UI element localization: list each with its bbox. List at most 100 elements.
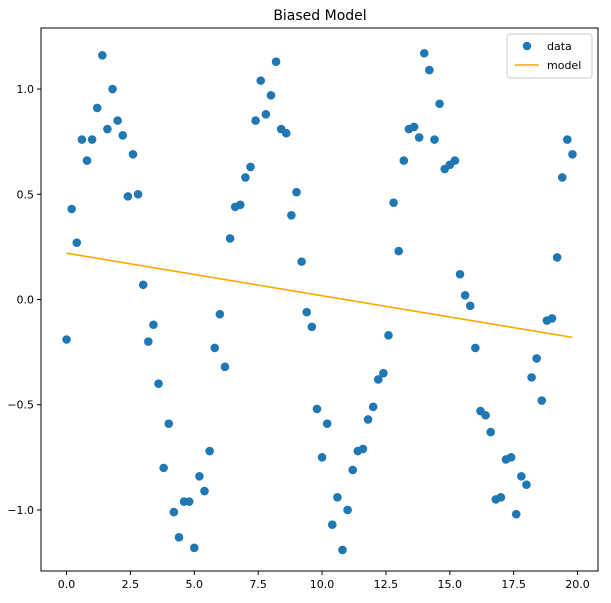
data-point-24 (184, 497, 194, 506)
legend-data-label: data (547, 40, 572, 53)
data-point-69 (414, 133, 424, 142)
data-point-17 (149, 320, 158, 330)
data-point-56 (348, 465, 358, 475)
plot-area: 0.0 2.5 5.0 7.5 10.0 12.5 15.0 17.5 20.0 1.0 0.5 0.… (7, 27, 599, 591)
x-tick-label-3: 7.5 (249, 578, 267, 591)
data-point-27 (200, 486, 209, 496)
data-point-15 (138, 280, 148, 290)
data-point-63 (384, 330, 393, 340)
data-point-96 (552, 253, 562, 262)
data-point-10 (113, 116, 122, 125)
data-point-22 (174, 533, 184, 542)
data-point-41 (271, 57, 281, 66)
data-point-87 (506, 453, 516, 462)
data-point-90 (522, 480, 531, 490)
y-tick-label-3: −0.5 (7, 399, 34, 412)
data-point-13 (128, 149, 138, 159)
data-point-68 (409, 122, 419, 132)
data-point-91 (527, 373, 536, 382)
legend-model-label: model (547, 59, 581, 72)
data-point-35 (241, 173, 250, 182)
data-point-49 (312, 404, 322, 414)
data-point-88 (511, 509, 521, 519)
data-point-60 (368, 402, 378, 412)
plot-frame (40, 27, 599, 572)
x-tick-label-8: 20.0 (565, 578, 590, 591)
data-point-16 (144, 337, 153, 346)
data-point-18 (154, 379, 163, 388)
data-point-25 (190, 543, 199, 553)
data-point-4 (82, 156, 92, 165)
data-point-34 (235, 200, 245, 210)
data-point-36 (246, 162, 255, 172)
data-point-29 (210, 343, 220, 353)
data-point-54 (338, 545, 347, 555)
y-tick-label-4: −1.0 (7, 504, 34, 517)
data-point-48 (307, 322, 317, 332)
data-point-6 (92, 103, 102, 113)
data-point-28 (205, 446, 214, 456)
data-point-77 (455, 269, 465, 279)
data-point-12 (123, 192, 133, 201)
data-point-85 (496, 493, 506, 502)
data-point-31 (220, 362, 230, 372)
x-tick-label-6: 15.0 (438, 578, 463, 591)
data-point-20 (164, 419, 174, 428)
x-tick-label-4: 10.0 (310, 578, 335, 591)
data-point-83 (486, 427, 495, 437)
data-point-1 (67, 204, 76, 214)
legend-data-marker (522, 41, 532, 51)
data-point-40 (266, 91, 276, 100)
data-point-66 (399, 156, 409, 165)
data-point-47 (302, 307, 312, 317)
data-point-14 (133, 189, 143, 199)
data-point-8 (103, 124, 112, 134)
data-point-26 (195, 471, 204, 481)
data-point-73 (435, 99, 444, 109)
data-point-92 (532, 354, 541, 363)
chart-title: Biased Model (273, 8, 366, 24)
data-point-59 (363, 415, 373, 424)
data-point-98 (563, 135, 572, 144)
data-point-61 (373, 375, 383, 384)
data-point-80 (471, 343, 480, 353)
data-point-89 (517, 471, 526, 481)
data-point-55 (343, 505, 352, 515)
data-point-72 (430, 135, 439, 144)
data-point-97 (557, 173, 567, 182)
data-point-30 (215, 309, 225, 319)
data-point-39 (261, 109, 271, 119)
data-point-21 (169, 507, 179, 517)
x-tick-label-1: 2.5 (122, 578, 140, 591)
data-point-95 (547, 314, 557, 323)
model-line (66, 252, 573, 339)
data-point-51 (322, 419, 332, 428)
x-tick-label-5: 12.5 (374, 578, 399, 591)
data-point-71 (425, 65, 434, 75)
x-tick-label-7: 17.5 (501, 578, 526, 591)
y-tick-label-2: 0.0 (17, 294, 35, 307)
y-tick-label-1: 0.5 (17, 188, 35, 201)
data-point-64 (389, 198, 398, 207)
data-point-65 (394, 246, 404, 256)
data-point-0 (62, 335, 71, 344)
y-tick-label-0: 1.0 (17, 83, 35, 96)
data-point-2 (72, 238, 82, 247)
data-point-78 (460, 290, 470, 300)
data-point-37 (251, 116, 260, 125)
data-point-45 (292, 187, 301, 197)
data-point-93 (537, 396, 547, 405)
data-point-7 (98, 51, 107, 60)
x-tick-label-0: 0.0 (58, 578, 76, 591)
data-point-99 (568, 149, 577, 159)
data-point-82 (481, 410, 490, 420)
data-point-52 (327, 520, 337, 529)
data-point-11 (118, 131, 128, 140)
data-point-43 (281, 128, 291, 138)
data-point-9 (108, 84, 117, 94)
data-point-32 (225, 234, 235, 243)
data-point-44 (287, 211, 296, 220)
data-point-3 (77, 135, 87, 144)
